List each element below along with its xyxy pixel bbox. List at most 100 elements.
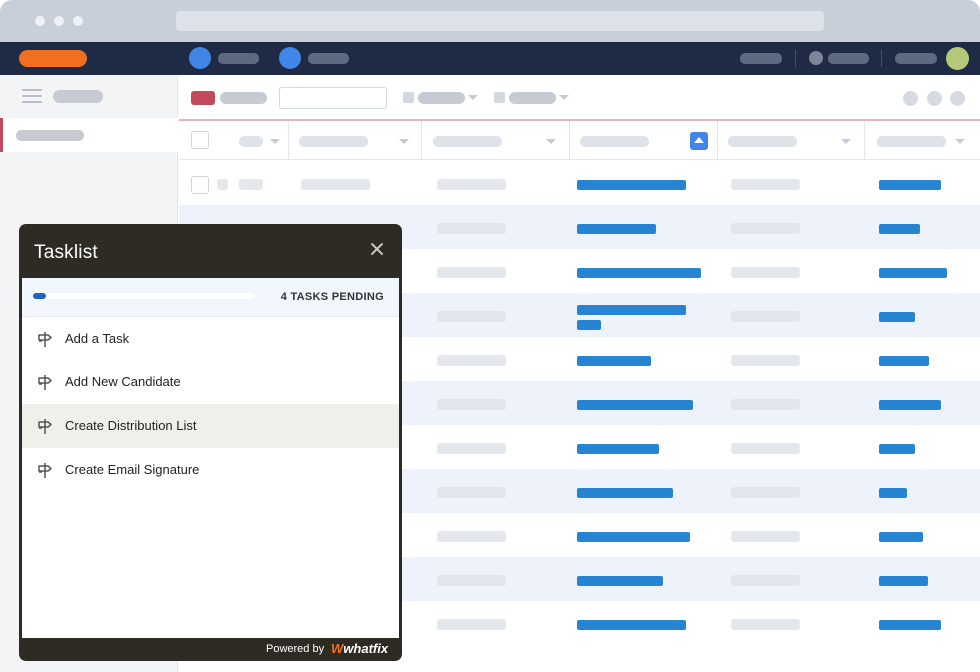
tasklist-footer: Powered by Wwhatfix xyxy=(19,638,402,661)
column-header[interactable] xyxy=(865,121,980,160)
row-link[interactable] xyxy=(879,576,928,586)
nav-item-icon[interactable] xyxy=(279,47,301,69)
window-close-dot[interactable] xyxy=(35,16,45,26)
row-link[interactable] xyxy=(577,488,673,498)
row-link[interactable] xyxy=(879,356,929,366)
row-link[interactable] xyxy=(879,224,920,234)
menu-icon[interactable] xyxy=(22,89,42,103)
window-maximize-dot[interactable] xyxy=(73,16,83,26)
row-link[interactable] xyxy=(879,532,923,542)
row-cell xyxy=(437,531,506,542)
row-link[interactable] xyxy=(879,488,907,498)
row-link[interactable] xyxy=(879,400,941,410)
sort-ascending-icon[interactable] xyxy=(690,132,708,150)
filter-dropdown[interactable] xyxy=(509,92,556,104)
nav-item-label[interactable] xyxy=(308,53,349,64)
table-row[interactable] xyxy=(179,249,980,293)
task-item-add-task[interactable]: Add a Task xyxy=(22,317,399,361)
task-item-add-new-candidate[interactable]: Add New Candidate xyxy=(22,360,399,404)
row-cell xyxy=(731,443,800,454)
chevron-down-icon[interactable] xyxy=(559,95,569,100)
column-header[interactable] xyxy=(179,121,289,160)
row-cell xyxy=(731,531,800,542)
toolbar-action-icon[interactable] xyxy=(903,91,918,106)
select-all-checkbox[interactable] xyxy=(191,131,209,149)
row-link[interactable] xyxy=(577,356,651,366)
nav-divider xyxy=(881,50,882,67)
nav-item-label[interactable] xyxy=(218,53,259,64)
sidebar-item-active[interactable] xyxy=(0,118,178,152)
chevron-down-icon[interactable] xyxy=(841,139,851,144)
table-row[interactable] xyxy=(179,601,980,645)
filter-dropdown[interactable] xyxy=(418,92,465,104)
row-link[interactable] xyxy=(577,268,701,278)
table-row[interactable] xyxy=(179,513,980,557)
row-cell xyxy=(731,355,800,366)
chevron-down-icon[interactable] xyxy=(399,139,409,144)
column-header[interactable] xyxy=(570,121,718,160)
whatfix-logo[interactable]: Wwhatfix xyxy=(331,641,389,656)
close-icon[interactable] xyxy=(369,241,385,257)
nav-link[interactable] xyxy=(895,53,937,64)
row-link[interactable] xyxy=(577,576,663,586)
filter-icon[interactable] xyxy=(403,92,414,103)
row-cell xyxy=(731,223,800,234)
signpost-icon xyxy=(38,332,52,347)
tasklist-title: Tasklist xyxy=(34,242,98,263)
row-link[interactable] xyxy=(879,444,915,454)
nav-item-icon[interactable] xyxy=(189,47,211,69)
row-link[interactable] xyxy=(879,180,941,190)
row-link[interactable] xyxy=(577,305,686,315)
column-header[interactable] xyxy=(289,121,422,160)
table-row[interactable] xyxy=(179,161,980,205)
search-input[interactable] xyxy=(279,87,387,109)
tasks-pending-count: 4 TASKS PENDING xyxy=(280,291,384,303)
row-cell xyxy=(437,223,506,234)
address-bar[interactable] xyxy=(176,11,824,31)
window-minimize-dot[interactable] xyxy=(54,16,64,26)
row-cell xyxy=(731,487,800,498)
row-link[interactable] xyxy=(577,180,686,190)
row-link[interactable] xyxy=(879,312,915,322)
row-cell xyxy=(437,619,506,630)
row-link[interactable] xyxy=(577,320,601,330)
row-checkbox[interactable] xyxy=(191,176,209,194)
view-badge[interactable] xyxy=(191,91,215,105)
task-item-label: Add a Task xyxy=(65,331,130,346)
progress-track xyxy=(33,293,255,299)
nav-user-icon[interactable] xyxy=(809,51,823,65)
column-header[interactable] xyxy=(718,121,865,160)
avatar[interactable] xyxy=(946,47,969,70)
chevron-down-icon[interactable] xyxy=(955,139,965,144)
powered-by-text: Powered by xyxy=(266,643,325,655)
chevron-down-icon[interactable] xyxy=(270,139,280,144)
chevron-down-icon[interactable] xyxy=(546,139,556,144)
tasklist-body: 4 TASKS PENDING Add a Task Add New Candi… xyxy=(22,278,399,638)
table-row[interactable] xyxy=(179,337,980,381)
toolbar-action-icon[interactable] xyxy=(927,91,942,106)
row-link[interactable] xyxy=(577,620,686,630)
app-logo[interactable] xyxy=(19,50,87,67)
row-cell xyxy=(437,575,506,586)
row-link[interactable] xyxy=(879,268,947,278)
row-link[interactable] xyxy=(879,620,941,630)
row-cell xyxy=(437,311,506,322)
row-cell xyxy=(437,399,506,410)
row-link[interactable] xyxy=(577,224,656,234)
row-link[interactable] xyxy=(577,532,690,542)
nav-link[interactable] xyxy=(740,53,782,64)
toolbar-action-icon[interactable] xyxy=(950,91,965,106)
view-label[interactable] xyxy=(220,92,267,104)
task-item-label: Create Email Signature xyxy=(65,462,200,477)
signpost-icon xyxy=(38,375,52,390)
nav-link[interactable] xyxy=(828,53,869,64)
chevron-down-icon[interactable] xyxy=(468,95,478,100)
task-item-create-email-signature[interactable]: Create Email Signature xyxy=(22,448,399,492)
filter-icon[interactable] xyxy=(494,92,505,103)
row-flag xyxy=(217,179,228,190)
column-header[interactable] xyxy=(422,121,570,160)
table-row[interactable] xyxy=(179,425,980,469)
task-item-create-distribution-list[interactable]: Create Distribution List xyxy=(22,404,399,448)
row-link[interactable] xyxy=(577,444,659,454)
row-link[interactable] xyxy=(577,400,693,410)
